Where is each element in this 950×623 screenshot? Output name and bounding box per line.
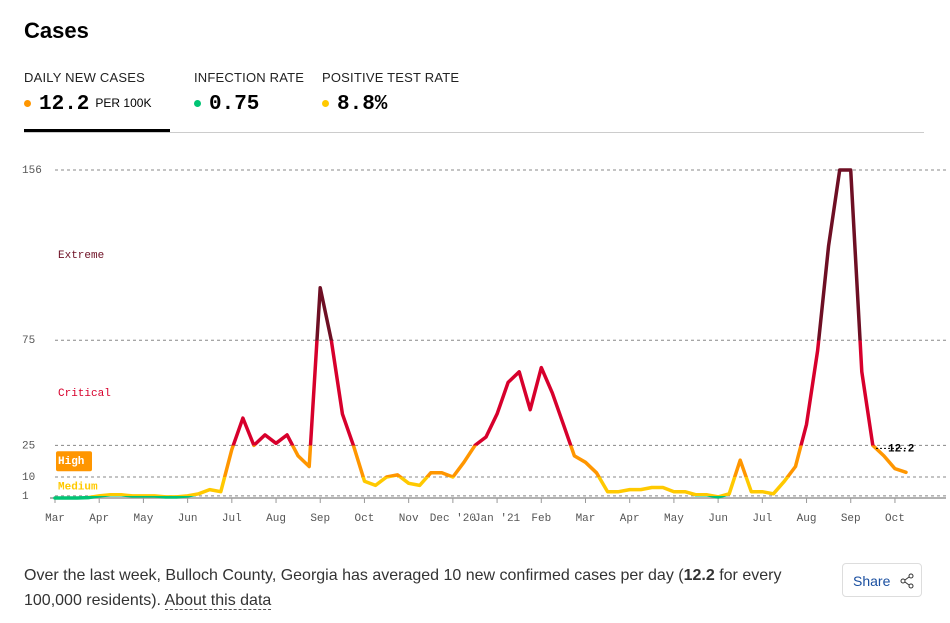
x-tick-label: Nov	[399, 513, 419, 525]
tabs: DAILY NEW CASES 12.2 PER 100K INFECTION R…	[24, 70, 924, 133]
x-tick-label: Oct	[355, 513, 375, 525]
tab-unit: PER 100K	[95, 96, 152, 111]
tab[interactable]: POSITIVE TEST RATE 8.8%	[322, 70, 459, 131]
tab-value: 0.75	[209, 93, 260, 116]
x-tick-label: Aug	[266, 513, 286, 525]
tab-value: 12.2	[39, 93, 90, 116]
level-label: Medium	[58, 481, 98, 493]
dot	[322, 99, 329, 107]
x-tick-label: Jul	[752, 513, 772, 525]
summary-bold: 12.2	[683, 567, 715, 584]
x-tick-label: Sep	[310, 513, 330, 525]
tab-value: 8.8%	[337, 93, 388, 116]
x-tick-label: Mar	[576, 513, 596, 525]
x-tick-label: Dec '20	[430, 513, 476, 525]
tab-label: POSITIVE TEST RATE	[322, 70, 460, 85]
tab-label: INFECTION RATE	[194, 70, 305, 85]
x-tick-label: Oct	[885, 513, 905, 525]
y-tick-label: 75	[22, 335, 35, 347]
x-tick-label: Apr	[620, 513, 640, 525]
x-tick-label: May	[664, 513, 684, 525]
x-tick-label: Jan '21	[474, 513, 521, 525]
share-icon	[900, 573, 914, 589]
x-tick-label: Apr	[89, 513, 109, 525]
chart: 1 10 25 75 156 Extreme Critical High Medium Mar Ap…	[22, 165, 946, 525]
dot	[24, 99, 31, 107]
x-tick-label: Mar	[45, 513, 65, 525]
x-tick-label: Feb	[531, 513, 551, 525]
x-tick-label: Aug	[797, 513, 817, 525]
tab-label: DAILY NEW CASES	[24, 70, 145, 85]
level-label: Critical	[58, 388, 111, 400]
tab[interactable]: DAILY NEW CASES 12.2 PER 100K	[24, 70, 170, 132]
summary: for every 100,000 residents).	[24, 567, 782, 609]
footer: Over the last week, Bulloch County, Geor…	[24, 563, 804, 613]
title: Cases	[24, 18, 89, 43]
level-label: High	[58, 456, 84, 468]
level-label: Extreme	[58, 250, 104, 262]
y-tick-label: 25	[22, 440, 35, 452]
y-tick-label: 156	[22, 165, 42, 177]
x-tick-label: Jul	[222, 513, 242, 525]
share-label: Share	[853, 573, 891, 589]
case-line	[53, 168, 908, 500]
y-tick-label: 1	[22, 491, 29, 503]
tab[interactable]: INFECTION RATE 0.75	[194, 70, 304, 131]
dot	[194, 99, 201, 107]
value-label: 12.2	[888, 443, 914, 455]
x-tick-label: May	[134, 513, 154, 525]
share-button[interactable]: Share	[842, 563, 922, 597]
x-tick-label: Jun	[708, 513, 728, 525]
x-tick-label: Sep	[841, 513, 861, 525]
x-tick-label: Jun	[178, 513, 198, 525]
summary: Over the last week, Bulloch County, Geor…	[24, 567, 684, 584]
y-tick-label: 10	[22, 472, 35, 484]
about-link[interactable]: About this data	[164, 592, 272, 610]
level-badge	[56, 451, 92, 472]
